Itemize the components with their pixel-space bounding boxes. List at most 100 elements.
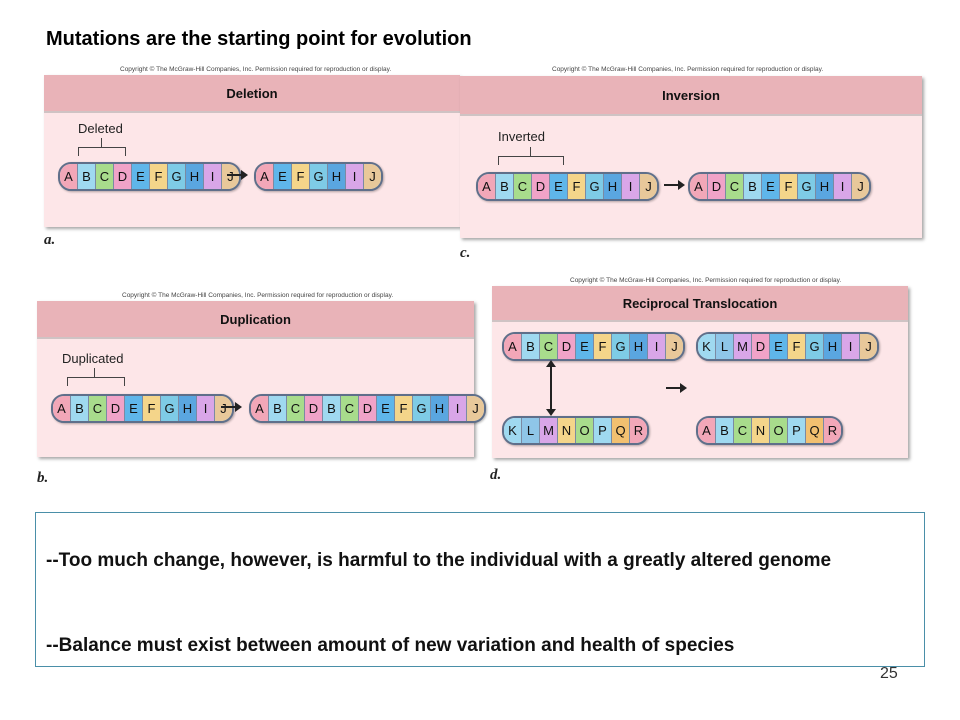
gene-e: E [576,334,594,359]
gene-c: C [726,174,744,199]
gene-i: I [449,396,467,421]
translocation-arrow [666,383,687,393]
gene-g: G [612,334,630,359]
deletion-arrow [227,170,248,180]
gene-m: M [540,418,558,443]
gene-a: A [256,164,274,189]
notes-box: --Too much change, however, is harmful t… [35,512,925,667]
panel-letter-c: c. [460,245,471,261]
gene-h: H [630,334,648,359]
gene-i: I [204,164,222,189]
panel-letter-a: a. [44,232,56,248]
gene-k: K [698,334,716,359]
translocation-header: Reciprocal Translocation [492,286,908,322]
exchange-arrow [546,360,556,416]
gene-a: A [504,334,522,359]
deleted-bracket [78,147,126,156]
slide-title: Mutations are the starting point for evo… [46,28,472,50]
gene-e: E [770,334,788,359]
gene-p: P [788,418,806,443]
gene-g: G [413,396,431,421]
gene-f: F [780,174,798,199]
gene-h: H [824,334,842,359]
gene-g: G [586,174,604,199]
gene-d: D [708,174,726,199]
page-number: 25 [880,665,898,682]
gene-h: H [604,174,622,199]
duplicated-label: Duplicated [62,351,124,366]
gene-c: C [734,418,752,443]
gene-l: L [716,334,734,359]
gene-h: H [431,396,449,421]
panel-letter-d: d. [490,467,502,483]
gene-n: N [752,418,770,443]
duplication-header: Duplication [37,301,474,339]
gene-e: E [377,396,395,421]
gene-n: N [558,418,576,443]
gene-b: B [716,418,734,443]
inversion-arrow [664,180,685,190]
gene-b: B [71,396,89,421]
deleted-bracket-tick [101,138,102,147]
copyright-notice: Copyright © The McGraw-Hill Companies, I… [552,66,824,73]
gene-e: E [550,174,568,199]
gene-g: G [168,164,186,189]
gene-f: F [568,174,586,199]
gene-j: J [222,164,239,189]
gene-p: P [594,418,612,443]
gene-j: J [860,334,877,359]
gene-g: G [806,334,824,359]
deleted-label: Deleted [78,121,123,136]
gene-d: D [532,174,550,199]
panel-letter-b: b. [37,470,49,486]
copyright-notice: Copyright © The McGraw-Hill Companies, I… [122,292,394,299]
gene-f: F [143,396,161,421]
gene-d: D [359,396,377,421]
gene-j: J [852,174,869,199]
gene-i: I [622,174,640,199]
gene-g: G [310,164,328,189]
gene-i: I [346,164,364,189]
gene-i: I [842,334,860,359]
gene-f: F [292,164,310,189]
inverted-bracket [498,156,564,165]
gene-e: E [762,174,780,199]
gene-i: I [197,396,215,421]
inverted-bracket-tick [530,147,531,156]
gene-a: A [251,396,269,421]
gene-q: Q [612,418,630,443]
copyright-notice: Copyright © The McGraw-Hill Companies, I… [570,277,842,284]
gene-a: A [53,396,71,421]
gene-c: C [341,396,359,421]
gene-g: G [798,174,816,199]
copyright-notice: Copyright © The McGraw-Hill Companies, I… [120,66,392,73]
gene-f: F [788,334,806,359]
gene-a: A [690,174,708,199]
gene-b: B [496,174,514,199]
gene-b: B [522,334,540,359]
gene-e: E [132,164,150,189]
duplicated-bracket-tick [94,368,95,377]
gene-d: D [114,164,132,189]
note-harmful-change: --Too much change, however, is harmful t… [46,550,832,571]
gene-h: H [816,174,834,199]
deletion-header: Deletion [44,75,460,113]
gene-c: C [89,396,107,421]
gene-j: J [666,334,683,359]
gene-r: R [630,418,647,443]
gene-f: F [150,164,168,189]
duplication-arrow [221,402,242,412]
gene-k: K [504,418,522,443]
gene-c: C [287,396,305,421]
gene-b: B [744,174,762,199]
gene-e: E [125,396,143,421]
duplicated-bracket [67,377,125,386]
